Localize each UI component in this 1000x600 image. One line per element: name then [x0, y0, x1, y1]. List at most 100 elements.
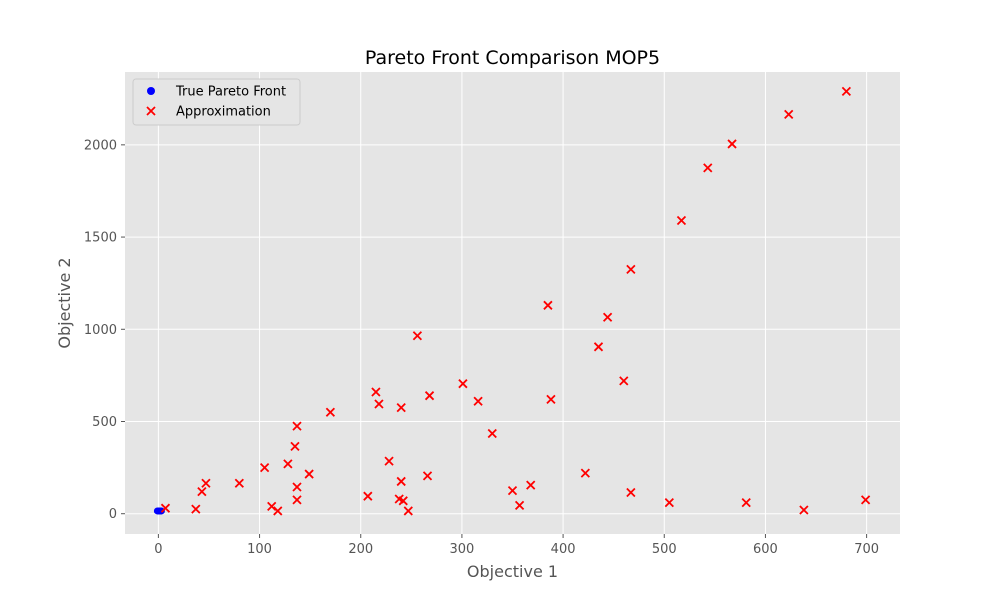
x-marker-stroke — [664, 498, 674, 508]
x-marker-stroke — [363, 491, 373, 501]
x-marker-stroke — [374, 399, 384, 409]
grid — [125, 72, 900, 534]
approximation-point — [507, 486, 518, 496]
approximation-point — [784, 109, 794, 120]
x-tick-label: 400 — [551, 542, 576, 557]
x-marker-stroke — [424, 391, 435, 401]
approximation-point — [259, 462, 270, 473]
approximation-point — [396, 403, 406, 413]
x-marker-stroke — [371, 387, 381, 397]
x-marker-stroke — [146, 106, 156, 116]
approximation-point — [267, 501, 277, 511]
x-tick-label: 0 — [154, 542, 162, 557]
approximation-point — [234, 478, 244, 488]
data-marks — [153, 86, 871, 516]
y-tick-label: 0 — [109, 507, 117, 522]
x-marker-stroke — [841, 86, 852, 97]
x-marker-stroke — [543, 300, 553, 310]
x-marker-stroke — [197, 486, 207, 497]
approximation-point — [626, 487, 636, 498]
legend-label: True Pareto Front — [175, 85, 286, 100]
approximation-point — [473, 396, 483, 406]
approximation-point — [384, 456, 394, 466]
approximation-point — [292, 495, 302, 505]
legend: True Pareto Front Approximation — [132, 78, 301, 126]
x-marker-stroke — [507, 486, 518, 496]
y-tick-label: 500 — [92, 415, 117, 430]
y-axis-label: Objective 2 — [55, 257, 74, 348]
x-tick-label: 100 — [247, 542, 272, 557]
approximation-point — [664, 498, 674, 508]
x-marker-stroke — [422, 471, 433, 481]
y-tick-label: 1500 — [84, 231, 117, 246]
x-marker-stroke — [784, 109, 794, 120]
x-marker-stroke — [514, 500, 525, 511]
x-marker-stroke — [593, 342, 604, 352]
x-marker-stroke — [473, 396, 483, 406]
approximation-point — [371, 387, 381, 397]
x-marker-stroke — [799, 505, 809, 515]
x-marker-stroke — [396, 403, 406, 413]
approximation-point — [283, 459, 293, 469]
x-tick-label: 300 — [449, 542, 474, 557]
x-marker-stroke — [526, 480, 536, 490]
approximation-point — [160, 503, 171, 513]
x-marker-stroke — [396, 476, 406, 487]
x-marker-stroke — [292, 482, 302, 492]
approximation-point — [580, 468, 590, 478]
x-marker-stroke — [290, 441, 300, 452]
y-tick-label: 2000 — [84, 138, 117, 153]
x-marker-stroke — [292, 495, 302, 505]
x-marker-stroke — [626, 487, 636, 498]
approximation-point — [626, 264, 636, 274]
x-marker-stroke — [412, 331, 423, 341]
x-marker-stroke — [292, 421, 302, 431]
x-tick-label: 700 — [854, 542, 879, 557]
approximation-point — [201, 478, 211, 488]
x-marker-stroke — [267, 501, 277, 511]
x-marker-stroke — [676, 215, 687, 226]
x-marker-stroke — [860, 495, 871, 505]
x-tick-label: 500 — [652, 542, 677, 557]
approximation-point — [292, 421, 302, 431]
approximation-point — [602, 312, 613, 322]
approximation-point — [424, 391, 435, 401]
true-pareto-point — [157, 507, 165, 515]
x-marker-stroke — [458, 379, 468, 389]
x-marker-stroke — [703, 163, 713, 173]
x-tick-label: 600 — [753, 542, 778, 557]
legend-box — [132, 78, 301, 126]
approximation-point — [292, 482, 302, 492]
x-marker-stroke — [487, 428, 497, 439]
approximation-point — [374, 399, 384, 409]
approximation-point — [403, 506, 413, 516]
x-marker-stroke — [234, 478, 244, 488]
approximation-point — [487, 428, 497, 439]
approximation-point — [799, 505, 809, 515]
ticks: 0 100 200 300 400 500 600 700 0 500 1000 1500 2000 — [84, 138, 879, 557]
x-marker-stroke — [384, 456, 394, 466]
approximation-point — [273, 506, 283, 516]
approximation-point — [197, 486, 207, 497]
x-marker-stroke — [619, 376, 629, 386]
x-tick-label: 200 — [348, 542, 373, 557]
x-marker-stroke — [403, 506, 413, 516]
legend-marker-true-pareto — [147, 87, 155, 95]
x-marker-stroke — [304, 469, 314, 479]
x-marker-stroke — [283, 459, 293, 469]
approximation-point — [593, 342, 604, 352]
approximation-point — [191, 504, 201, 514]
x-marker-stroke — [394, 494, 404, 504]
approximation-point — [422, 471, 433, 481]
plot-area — [125, 72, 900, 534]
x-marker-stroke — [398, 496, 408, 506]
approximation-point — [412, 331, 423, 341]
approximation-point — [676, 215, 687, 226]
approximation-point — [543, 300, 553, 310]
x-marker-stroke — [191, 504, 201, 514]
approximation-point — [546, 394, 556, 405]
approximation-point — [304, 469, 314, 479]
legend-marker-approximation — [146, 106, 156, 116]
approximation-point — [741, 498, 751, 508]
